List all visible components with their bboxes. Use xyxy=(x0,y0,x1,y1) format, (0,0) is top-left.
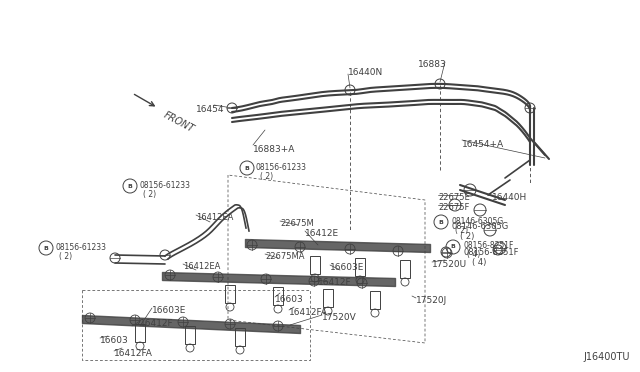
Text: 16454: 16454 xyxy=(196,105,225,114)
Text: 08156-61233: 08156-61233 xyxy=(139,182,190,190)
Text: ( 2): ( 2) xyxy=(455,225,468,234)
Text: 22675F: 22675F xyxy=(438,203,469,212)
Text: 16883+A: 16883+A xyxy=(253,145,296,154)
Text: 08156-61233: 08156-61233 xyxy=(55,244,106,253)
Text: B: B xyxy=(438,219,444,224)
Text: ( 4): ( 4) xyxy=(472,258,486,267)
Text: 16603: 16603 xyxy=(100,336,129,345)
Text: ( 4): ( 4) xyxy=(467,250,480,260)
Text: 22675MA: 22675MA xyxy=(265,252,305,261)
Text: 16412F: 16412F xyxy=(318,278,351,287)
Text: 16440N: 16440N xyxy=(348,68,383,77)
Text: 16603E: 16603E xyxy=(330,263,364,272)
Text: B: B xyxy=(451,244,456,250)
Text: 08146-6305G: 08146-6305G xyxy=(452,222,509,231)
Text: B: B xyxy=(244,166,250,170)
Text: 08156-61233: 08156-61233 xyxy=(256,164,307,173)
Text: 22675M: 22675M xyxy=(280,219,314,228)
Text: 17520J: 17520J xyxy=(416,296,447,305)
Text: 08156-8251F: 08156-8251F xyxy=(464,248,520,257)
Text: 16883: 16883 xyxy=(418,60,447,69)
Text: 16412FA: 16412FA xyxy=(114,349,153,358)
Text: 16603: 16603 xyxy=(275,295,304,304)
Text: 16412EA: 16412EA xyxy=(183,262,220,271)
Text: 22675E: 22675E xyxy=(438,193,470,202)
Text: ( 2): ( 2) xyxy=(143,190,156,199)
Text: 08146-6305G: 08146-6305G xyxy=(451,217,503,225)
Text: FRONT: FRONT xyxy=(162,110,196,134)
Text: 16603E: 16603E xyxy=(152,306,186,315)
Text: 16440H: 16440H xyxy=(492,193,527,202)
Text: B: B xyxy=(127,183,132,189)
Text: J16400TU: J16400TU xyxy=(584,352,630,362)
Text: 16454+A: 16454+A xyxy=(462,140,504,149)
Text: ( 2): ( 2) xyxy=(460,232,474,241)
Text: 08156-8251F: 08156-8251F xyxy=(463,241,513,250)
Text: 16412E: 16412E xyxy=(305,229,339,238)
Text: 16412F: 16412F xyxy=(140,319,173,328)
Text: 17520V: 17520V xyxy=(322,313,356,322)
Text: ( 2): ( 2) xyxy=(59,253,72,262)
Text: 16412EA: 16412EA xyxy=(196,213,234,222)
Text: 17520U: 17520U xyxy=(432,260,467,269)
Text: ( 2): ( 2) xyxy=(260,173,273,182)
Text: 16412FA: 16412FA xyxy=(289,308,328,317)
Text: B: B xyxy=(44,246,49,250)
